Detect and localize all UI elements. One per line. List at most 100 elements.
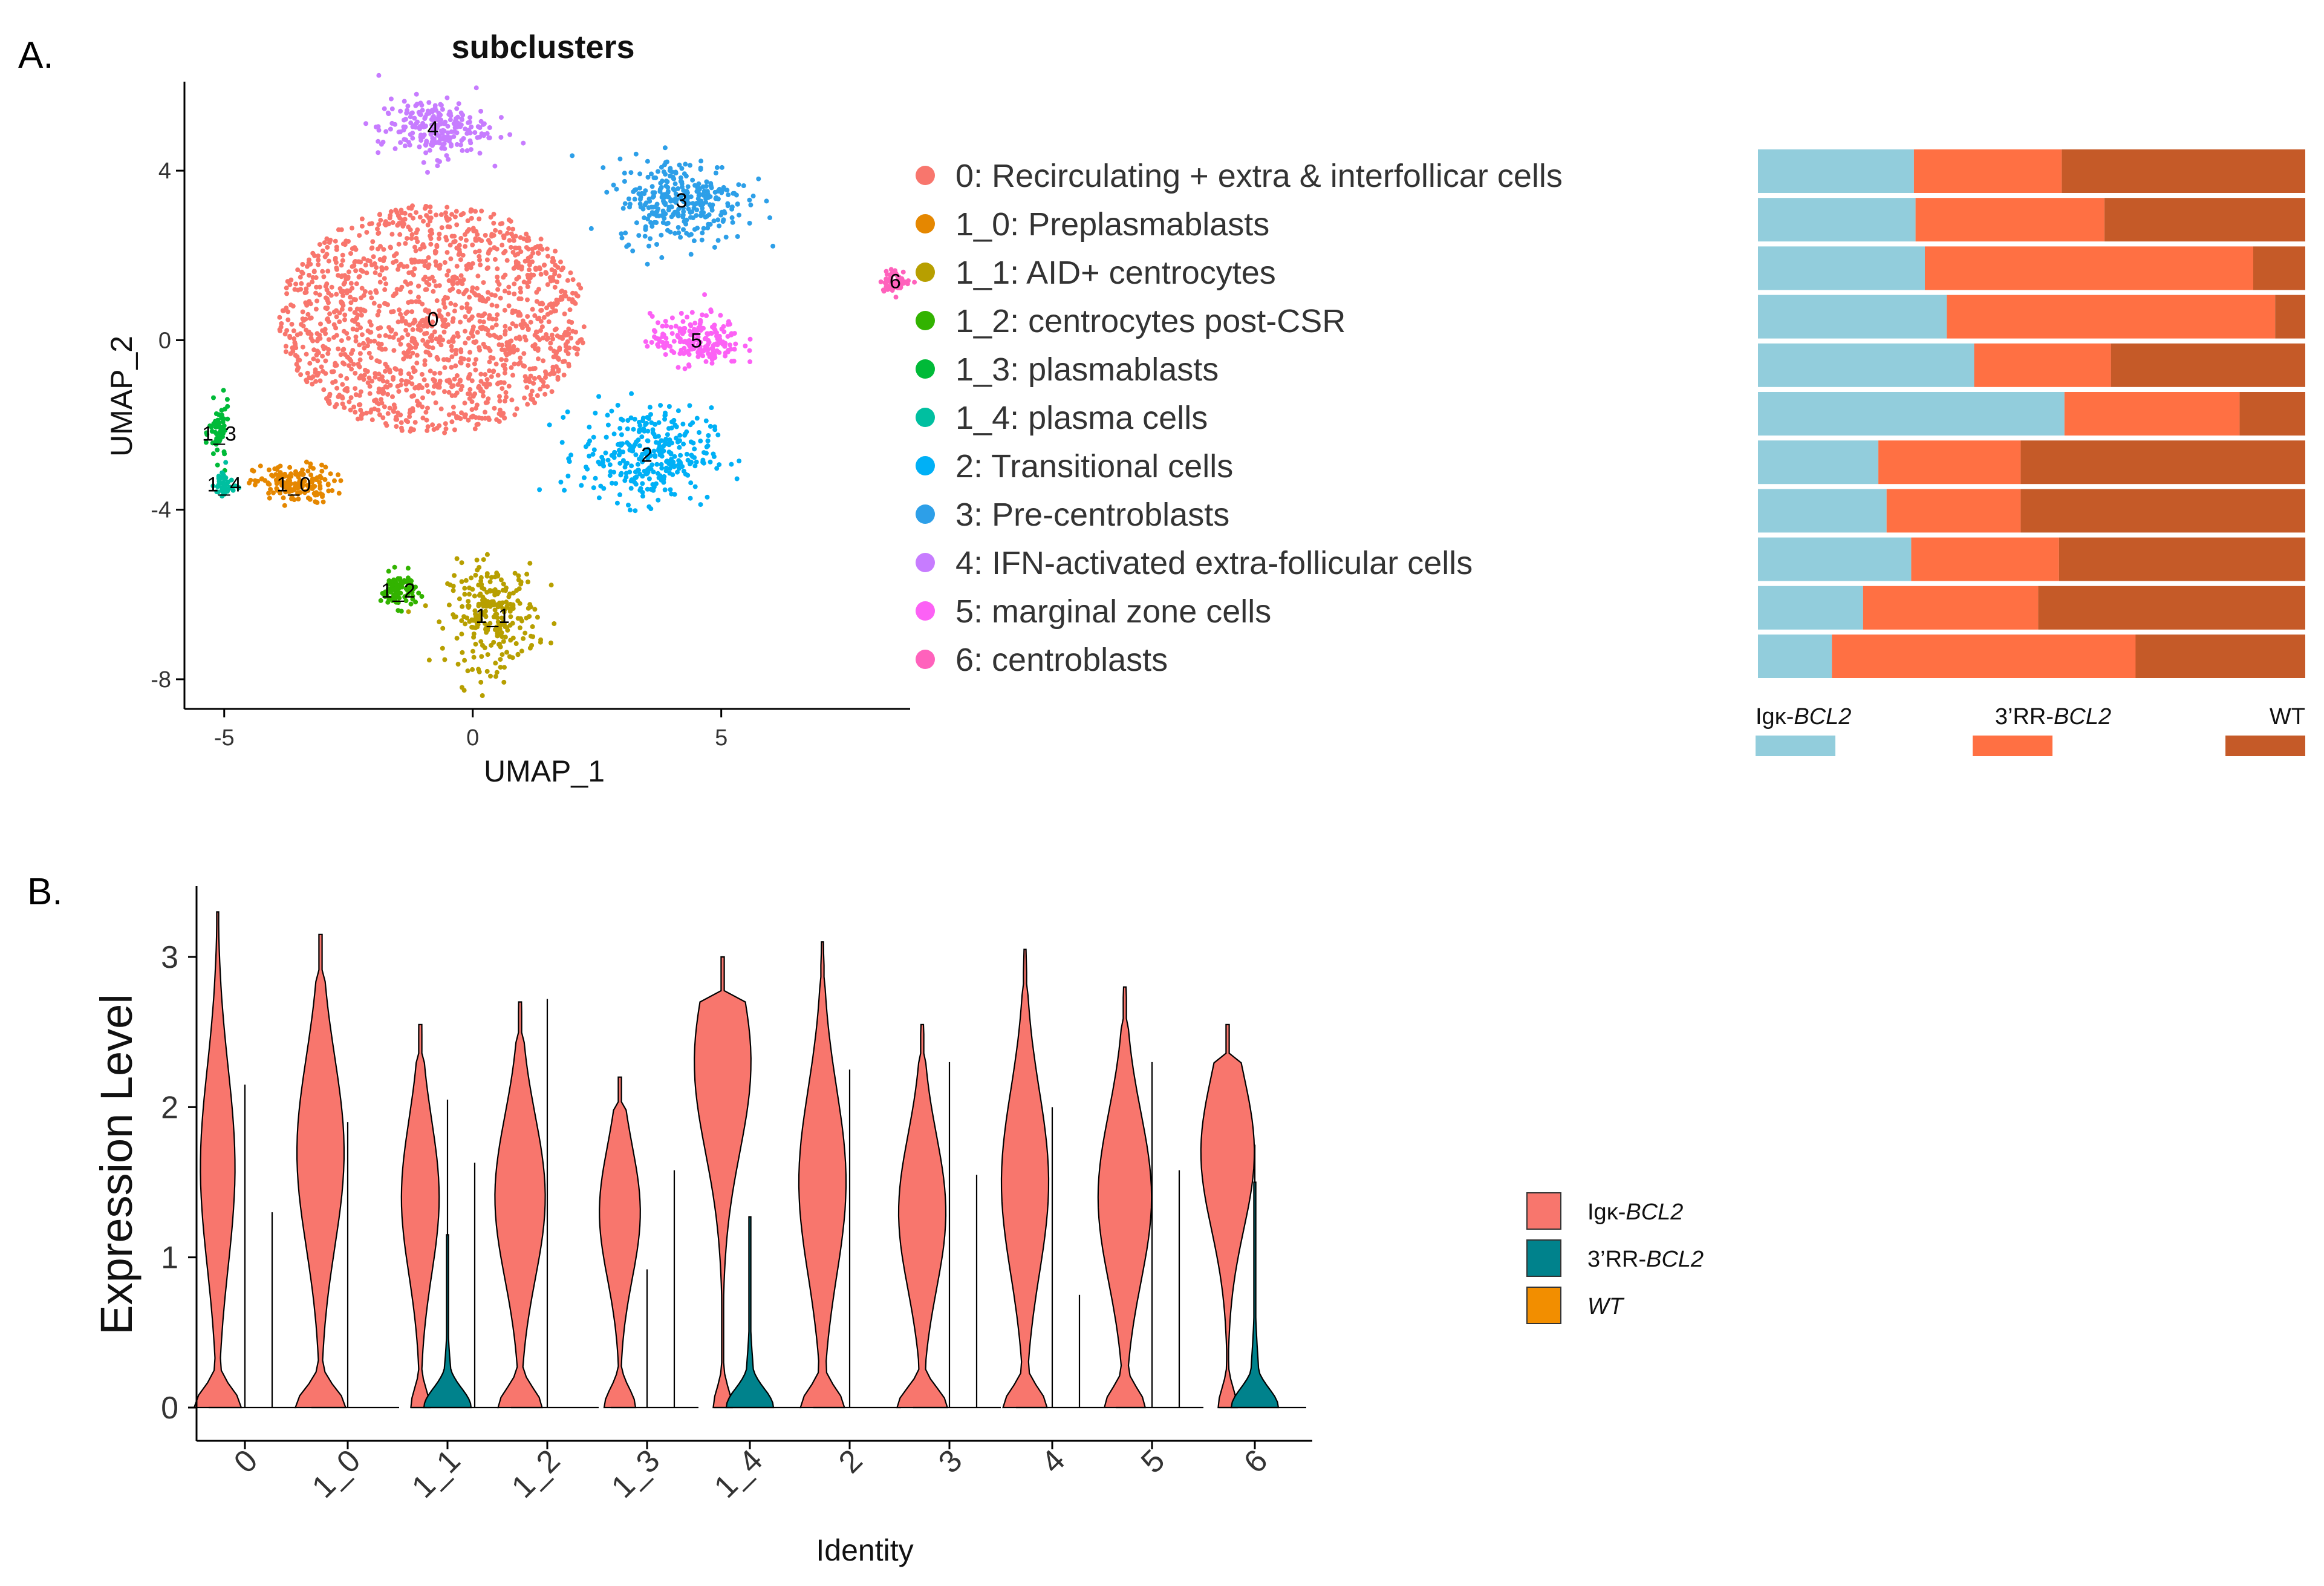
- umap-point: [419, 371, 425, 377]
- umap-point: [548, 640, 553, 645]
- umap-point: [663, 319, 668, 324]
- umap-point: [683, 174, 689, 179]
- umap-point: [539, 324, 545, 330]
- umap-point: [428, 236, 434, 241]
- umap-point: [354, 281, 359, 287]
- umap-point: [513, 336, 519, 341]
- umap-y-ticks: 40-4-8: [151, 158, 184, 693]
- proportion-bar-0-3rr: [1913, 149, 2062, 193]
- umap-point: [334, 314, 339, 319]
- umap-point: [301, 482, 305, 488]
- umap-point: [279, 321, 284, 326]
- umap-point: [703, 336, 709, 341]
- umap-point: [646, 243, 651, 249]
- umap-point: [472, 361, 477, 367]
- umap-point: [561, 265, 566, 270]
- umap-point: [421, 124, 426, 129]
- umap-point: [336, 491, 342, 496]
- umap-point: [636, 191, 642, 197]
- umap-point: [667, 437, 672, 443]
- umap-point: [356, 275, 362, 280]
- umap-point: [489, 325, 495, 330]
- umap-point: [501, 233, 507, 238]
- umap-point: [406, 342, 411, 348]
- umap-point: [348, 307, 353, 312]
- umap-point: [374, 265, 379, 270]
- proportion-bar-6-3rr: [1832, 635, 2136, 678]
- umap-point: [549, 389, 555, 394]
- umap-point: [467, 115, 473, 120]
- umap-point: [225, 416, 230, 422]
- umap-point: [348, 300, 354, 305]
- umap-point: [275, 480, 280, 486]
- umap-point: [696, 181, 701, 186]
- umap-point: [359, 332, 365, 338]
- umap-point: [402, 143, 408, 149]
- umap-point: [444, 250, 450, 255]
- violin-3rr-body-1_4: [725, 1216, 775, 1409]
- umap-point: [648, 506, 654, 512]
- umap-point: [346, 269, 351, 275]
- umap-point: [692, 338, 698, 342]
- umap-point: [660, 178, 665, 184]
- umap-point: [510, 308, 515, 313]
- umap-point: [473, 209, 478, 214]
- umap-point: [501, 639, 506, 644]
- umap-point: [692, 321, 698, 326]
- umap-point: [306, 282, 311, 287]
- umap-point: [502, 307, 507, 313]
- umap-point: [500, 652, 505, 658]
- umap-point: [409, 206, 414, 211]
- umap-point: [566, 326, 571, 331]
- umap-point: [434, 244, 440, 249]
- violin-3rr-body-6: [1230, 1181, 1280, 1409]
- umap-point: [491, 220, 496, 226]
- violin-group-2: [798, 941, 901, 1409]
- umap-point: [437, 378, 443, 383]
- umap-point: [688, 495, 693, 501]
- umap-point: [355, 322, 360, 327]
- umap-point: [282, 331, 288, 337]
- umap-point: [661, 480, 666, 485]
- umap-point: [717, 462, 722, 468]
- umap-point: [423, 259, 428, 264]
- umap-point: [340, 360, 345, 365]
- umap-point: [629, 463, 634, 469]
- umap-point: [449, 143, 454, 149]
- umap-point: [394, 424, 399, 429]
- umap-point: [688, 323, 694, 328]
- umap-point: [387, 405, 392, 411]
- umap-point: [324, 287, 330, 293]
- umap-point: [352, 319, 357, 324]
- umap-point: [317, 378, 323, 383]
- umap-point: [300, 344, 305, 350]
- umap-point: [454, 209, 459, 214]
- umap-point: [503, 357, 509, 363]
- umap-point: [656, 214, 662, 218]
- umap-point: [633, 508, 638, 514]
- umap-point: [432, 371, 437, 376]
- umap-point: [399, 207, 404, 213]
- umap-point: [539, 377, 544, 383]
- umap-point: [702, 292, 708, 298]
- proportion-row-1_1: [1758, 246, 2305, 290]
- umap-point: [454, 264, 460, 269]
- violin-igk-6: [1200, 1023, 1255, 1409]
- umap-point: [893, 268, 897, 273]
- umap-point: [409, 299, 415, 305]
- umap-point: [544, 305, 549, 310]
- umap-point: [507, 622, 513, 628]
- proportion-bar-2-3rr: [1878, 440, 2021, 485]
- umap-point: [637, 428, 642, 432]
- umap-point: [393, 207, 399, 213]
- umap-point: [487, 359, 492, 365]
- umap-point: [369, 246, 374, 251]
- proportion-legend: Igκ-BCL2 3’RR-BCL2 WT: [1756, 704, 2305, 756]
- umap-point: [303, 300, 308, 305]
- umap-point: [654, 201, 660, 207]
- umap-point: [412, 266, 417, 272]
- umap-point: [698, 318, 703, 323]
- umap-point: [494, 670, 500, 675]
- umap-point: [464, 266, 469, 272]
- umap-point: [663, 194, 668, 200]
